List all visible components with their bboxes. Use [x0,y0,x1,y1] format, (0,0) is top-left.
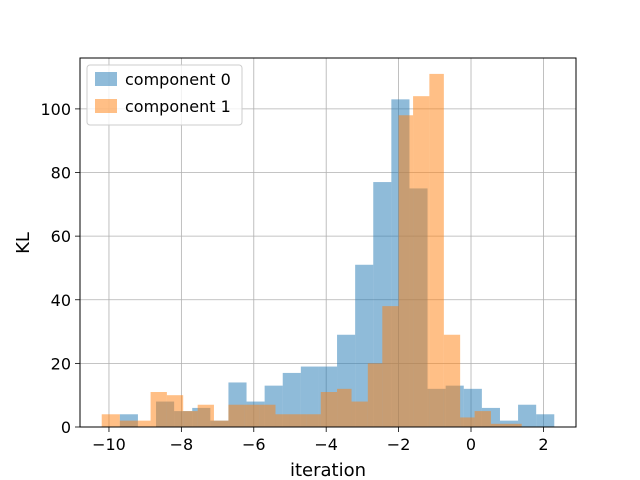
histogram-bar-component-1 [398,115,414,428]
histogram-bar-component-1 [244,404,260,427]
histogram-bar-component-1 [413,96,430,427]
histogram-bar-component-1 [490,423,506,427]
histogram-bar-component-1 [474,411,491,427]
legend-label-component-1: component 1 [125,97,231,116]
histogram-bar-component-1 [259,404,276,427]
x-tick-label: −4 [314,435,338,454]
histogram-bar-component-1 [443,334,461,427]
x-tick-label: −8 [170,435,194,454]
legend-swatch-component-0 [95,72,117,86]
y-tick-label: 0 [61,418,71,437]
histogram-bars [101,73,555,428]
histogram-bar-component-1 [429,73,444,427]
histogram-bar-component-1 [351,401,368,427]
histogram-bar-component-1 [505,423,522,427]
y-tick-label: 80 [51,164,71,183]
y-tick-label: 100 [40,100,71,119]
histogram-bar-component-1 [183,411,198,427]
x-tick-label: −2 [387,435,411,454]
legend-label-component-0: component 0 [125,70,231,89]
histogram-bar-component-1 [137,420,151,427]
histogram-bar-component-0 [536,414,555,427]
x-tick-label: −10 [92,435,126,454]
plot-frame [79,57,577,428]
histogram-bar-component-1 [275,414,290,427]
histogram-bar-component-1 [197,404,214,427]
legend-box [86,64,243,126]
histogram-bar-component-1 [382,306,399,427]
histogram-bar-component-0 [282,372,301,427]
legend-swatch-component-1 [95,99,117,113]
histogram-bar-component-1 [460,417,475,427]
histogram-bar-component-0 [300,366,319,427]
x-tick-label: 2 [538,435,548,454]
x-tick-label: −6 [242,435,266,454]
histogram-bar-component-1 [289,414,307,427]
histogram-bar-component-1 [306,414,321,427]
x-tick-label: 0 [466,435,476,454]
histogram-bar-component-1 [166,395,184,427]
histogram-bar-component-1 [367,363,383,427]
y-axis-label: KL [13,232,34,254]
histogram-bar-component-1 [320,392,338,427]
y-tick-label: 60 [51,227,71,246]
histogram-bar-component-1 [228,404,245,427]
histogram-bar-component-1 [119,420,138,427]
histogram-bar-component-1 [150,392,167,427]
y-tick-label: 40 [51,291,71,310]
histogram-bar-component-1 [101,414,120,427]
legend: component 0 component 1 [86,64,243,126]
histogram-bar-component-0 [518,404,537,427]
histogram-bar-component-1 [337,388,352,427]
histogram-bar-component-1 [213,420,229,427]
x-axis-label: iteration [290,460,366,480]
y-tick-label: 20 [51,354,71,373]
